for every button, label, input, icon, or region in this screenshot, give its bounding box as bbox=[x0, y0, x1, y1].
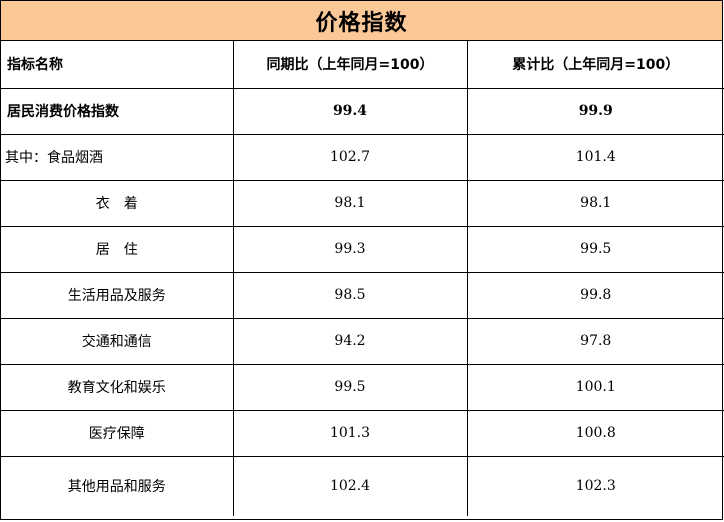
row-yoy: 98.1 bbox=[233, 180, 468, 227]
row-yoy: 102.4 bbox=[233, 456, 468, 516]
row-cumulative: 97.8 bbox=[467, 318, 724, 365]
row-name: 医疗保障 bbox=[1, 410, 234, 457]
row-name: 居民消费价格指数 bbox=[1, 88, 234, 135]
row-yoy: 98.5 bbox=[233, 272, 468, 319]
header-row: 指标名称 同期比（上年同月=100） 累计比（上年同月=100） bbox=[1, 41, 724, 89]
table-title: 价格指数 bbox=[1, 1, 722, 41]
table-row: 生活用品及服务 98.5 99.8 bbox=[1, 272, 724, 319]
row-cumulative: 100.1 bbox=[467, 364, 724, 411]
row-yoy: 101.3 bbox=[233, 410, 468, 457]
header-yoy: 同期比（上年同月=100） bbox=[233, 41, 468, 89]
table-row: 教育文化和娱乐 99.5 100.1 bbox=[1, 364, 724, 411]
row-cumulative: 101.4 bbox=[467, 134, 724, 181]
row-cumulative: 98.1 bbox=[467, 180, 724, 227]
row-cumulative: 99.5 bbox=[467, 226, 724, 273]
price-index-table: 指标名称 同期比（上年同月=100） 累计比（上年同月=100） 居民消费价格指… bbox=[1, 41, 724, 516]
row-cumulative: 100.8 bbox=[467, 410, 724, 457]
row-name: 交通和通信 bbox=[1, 318, 234, 365]
row-cumulative: 102.3 bbox=[575, 478, 616, 495]
row-yoy: 99.5 bbox=[233, 364, 468, 411]
row-name: 生活用品及服务 bbox=[1, 272, 234, 319]
table-row: 居民消费价格指数 99.4 99.9 bbox=[1, 88, 724, 135]
row-name: 居 住 bbox=[1, 226, 234, 273]
row-yoy: 99.3 bbox=[233, 226, 468, 273]
row-name: 其中：食品烟酒 bbox=[1, 134, 234, 181]
table-row: 医疗保障 101.3 100.8 bbox=[1, 410, 724, 457]
row-name: 其他用品和服务 bbox=[1, 456, 234, 516]
table-row: 居 住 99.3 99.5 bbox=[1, 226, 724, 273]
table-row: 交通和通信 94.2 97.8 bbox=[1, 318, 724, 365]
row-name: 教育文化和娱乐 bbox=[1, 364, 234, 411]
header-indicator-name: 指标名称 bbox=[1, 41, 234, 89]
row-yoy: 94.2 bbox=[233, 318, 468, 365]
row-cumulative: 99.8 bbox=[467, 272, 724, 319]
row-name: 衣 着 bbox=[1, 180, 234, 227]
table-row: 衣 着 98.1 98.1 bbox=[1, 180, 724, 227]
table-row: 其他用品和服务 102.4 102.3 bbox=[1, 456, 724, 516]
table-row: 其中：食品烟酒 102.7 101.4 bbox=[1, 134, 724, 181]
row-cumulative: 99.9 bbox=[467, 88, 724, 135]
header-cumulative: 累计比（上年同月=100） bbox=[467, 41, 724, 89]
row-yoy: 99.4 bbox=[233, 88, 468, 135]
row-yoy: 102.7 bbox=[233, 134, 468, 181]
